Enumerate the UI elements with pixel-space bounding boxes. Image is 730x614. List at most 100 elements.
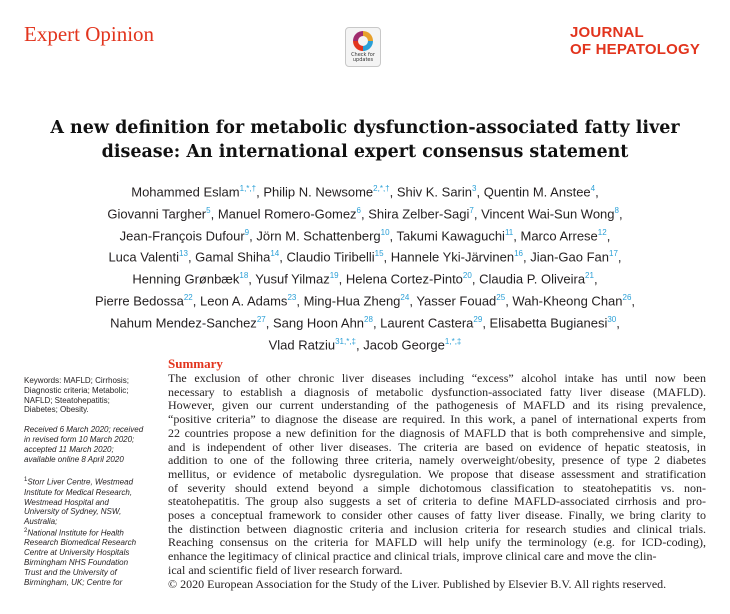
summary-line: © 2020 European Association for the Stud… bbox=[168, 576, 667, 591]
author-affiliation-ref[interactable]: 18 bbox=[239, 271, 249, 281]
author-name[interactable]: Jörn M. Schattenberg bbox=[256, 227, 381, 243]
affiliation-text: Storr Liver Centre, Westmead bbox=[27, 478, 134, 488]
author-affiliation-ref[interactable]: 19 bbox=[329, 271, 339, 281]
author-name[interactable]: Shiv K. Sarin bbox=[396, 184, 473, 200]
author-affiliation-ref[interactable]: 1,*,† bbox=[239, 184, 257, 193]
author-name[interactable]: Helena Cortez-Pinto bbox=[345, 271, 463, 287]
author-name[interactable]: Claudio Tiribelli bbox=[286, 249, 375, 265]
crossmark-icon bbox=[353, 31, 373, 51]
affiliation-line: Trust and the University of bbox=[24, 567, 117, 577]
author-affiliation-ref[interactable]: 30 bbox=[607, 314, 617, 324]
summary-line: The exclusion of other chronic liver dis… bbox=[168, 371, 706, 385]
badge-line-1: Check for bbox=[351, 52, 375, 58]
affiliation-line: Centre at University Hospitals bbox=[24, 548, 130, 558]
summary-line: Reaching consensus on the criteria for M… bbox=[168, 535, 706, 550]
author-name[interactable]: Pierre Bedossa bbox=[94, 293, 184, 309]
author-line: Pierre Bedossa22, Leon A. Adams23, Ming-… bbox=[94, 293, 636, 309]
summary-line: and is independent of other liver diseas… bbox=[168, 439, 706, 454]
author-name[interactable]: Jean-François Dufour bbox=[119, 227, 245, 243]
affiliation-line: Birmingham NHS Foundation bbox=[24, 558, 129, 568]
author-affiliation-ref[interactable]: 10 bbox=[380, 227, 390, 237]
author-affiliation-ref[interactable]: 13 bbox=[179, 249, 188, 259]
author-name[interactable]: Gamal Shiha bbox=[195, 249, 271, 265]
author-affiliation-ref[interactable]: 8 bbox=[614, 205, 619, 215]
summary-line: the distinction between diagnostic crite… bbox=[168, 521, 706, 536]
author-name[interactable]: Laurent Castera bbox=[380, 315, 474, 331]
keywords-line: Diagnostic criteria; Metabolic; bbox=[24, 385, 129, 395]
author-name[interactable]: Mohammed Eslam bbox=[131, 184, 240, 200]
author-affiliation-ref[interactable]: 16 bbox=[514, 249, 524, 259]
author-name[interactable]: Ming-Hua Zheng bbox=[303, 293, 401, 309]
title-line-2: disease: An international expert consens… bbox=[101, 142, 629, 162]
journal-name-line-2: OF HEPATOLOGY bbox=[570, 41, 701, 58]
check-for-updates-badge[interactable]: Check for updates bbox=[345, 27, 381, 67]
author-affiliation-ref[interactable]: 3 bbox=[472, 184, 477, 193]
author-name[interactable]: Leon A. Adams bbox=[199, 293, 288, 309]
dates-line: available online 8 April 2020 bbox=[24, 454, 124, 464]
affiliation-line: 1Storr Liver Centre, Westmead bbox=[24, 476, 152, 487]
author-name[interactable]: Hannele Yki-Järvinen bbox=[390, 249, 515, 265]
author-affiliation-ref[interactable]: 20 bbox=[462, 271, 472, 281]
journal-name-line-1: JOURNAL bbox=[570, 24, 644, 41]
author-affiliation-ref[interactable]: 11 bbox=[504, 227, 514, 237]
summary-line: “positive criteria” to diagnose the dise… bbox=[168, 412, 706, 427]
affiliation-text: National Institute for Health bbox=[27, 528, 124, 538]
author-affiliation-ref[interactable]: 12 bbox=[597, 227, 607, 237]
author-name[interactable]: Vincent Wai-Sun Wong bbox=[481, 206, 615, 222]
author-affiliation-ref[interactable]: 17 bbox=[609, 249, 618, 259]
author-affiliation-ref[interactable]: 14 bbox=[270, 249, 280, 259]
journal-logo: JOURNAL OF HEPATOLOGY bbox=[570, 24, 720, 58]
affiliation-line: Birmingham, UK; Centre for bbox=[24, 577, 123, 587]
author-list: Mohammed Eslam1,*,†, Philip N. Newsome2,… bbox=[40, 180, 690, 355]
author-name[interactable]: Manuel Romero-Gomez bbox=[217, 206, 357, 222]
author-name[interactable]: Quentin M. Anstee bbox=[483, 184, 591, 200]
author-name[interactable]: Elisabetta Bugianesi bbox=[489, 315, 608, 331]
author-affiliation-ref[interactable]: 28 bbox=[364, 314, 373, 324]
author-affiliation-ref[interactable]: 24 bbox=[400, 293, 410, 303]
author-name[interactable]: Luca Valenti bbox=[108, 249, 180, 265]
author-affiliation-ref[interactable]: 7 bbox=[469, 205, 474, 215]
author-name[interactable]: Jacob George bbox=[363, 337, 445, 353]
author-name[interactable]: Giovanni Targher bbox=[107, 206, 207, 222]
author-name[interactable]: Yusuf Yilmaz bbox=[255, 271, 330, 287]
keywords-line: NAFLD; Steatohepatitis; bbox=[24, 395, 110, 405]
affiliation-line: 2National Institute for Health bbox=[24, 527, 152, 538]
keywords-line: Diabetes; Obesity. bbox=[24, 405, 89, 415]
author-line: Jean-François Dufour9, Jörn M. Schattenb… bbox=[119, 227, 611, 243]
author-affiliation-ref[interactable]: 22 bbox=[183, 293, 193, 303]
author-affiliation-ref[interactable]: 21 bbox=[585, 271, 594, 281]
author-affiliation-ref[interactable]: 4 bbox=[590, 184, 596, 193]
dates-line: in revised form 10 March 2020; bbox=[24, 434, 135, 444]
author-name[interactable]: Henning Grønbæk bbox=[132, 271, 240, 287]
author-name[interactable]: Nahum Mendez-Sanchez bbox=[110, 315, 257, 331]
author-name[interactable]: Marco Arrese bbox=[520, 227, 598, 243]
author-affiliation-ref[interactable]: 26 bbox=[622, 293, 632, 303]
author-affiliation-ref[interactable]: 1,*,‡ bbox=[444, 336, 462, 346]
author-affiliation-ref[interactable]: 27 bbox=[256, 314, 266, 324]
author-line: Vlad Ratziu31,*,‡, Jacob George1,*,‡ bbox=[268, 336, 462, 353]
summary-line: necessary to establish a diagnosis of me… bbox=[168, 384, 706, 399]
author-name[interactable]: Vlad Ratziu bbox=[268, 337, 336, 353]
author-affiliation-ref[interactable]: 9 bbox=[244, 227, 250, 237]
author-name[interactable]: Yasser Fouad bbox=[416, 293, 497, 309]
author-affiliation-ref[interactable]: 6 bbox=[356, 205, 361, 215]
author-name[interactable]: Wah-Kheong Chan bbox=[512, 293, 623, 309]
article-title: A new definition for metabolic dysfuncti… bbox=[20, 116, 710, 164]
author-name[interactable]: Sang Hoon Ahn bbox=[272, 315, 365, 331]
author-name[interactable]: Philip N. Newsome bbox=[263, 184, 374, 200]
author-affiliation-ref[interactable]: 5 bbox=[206, 205, 211, 215]
author-affiliation-ref[interactable]: 29 bbox=[473, 314, 483, 324]
author-name[interactable]: Jian-Gao Fan bbox=[530, 249, 610, 265]
author-name[interactable]: Claudia P. Oliveira bbox=[479, 271, 586, 287]
author-name[interactable]: Takumi Kawaguchi bbox=[396, 227, 505, 243]
author-affiliation-ref[interactable]: 31,*,‡ bbox=[335, 336, 356, 346]
author-affiliation-ref[interactable]: 2,*,† bbox=[373, 184, 390, 193]
author-affiliation-ref[interactable]: 25 bbox=[496, 293, 506, 303]
summary-body: The exclusion of other chronic liver dis… bbox=[168, 371, 706, 591]
author-name[interactable]: Shira Zelber-Sagi bbox=[368, 206, 470, 222]
author-line: Henning Grønbæk18, Yusuf Yilmaz19, Helen… bbox=[132, 271, 598, 287]
author-affiliation-ref[interactable]: 15 bbox=[374, 249, 384, 259]
summary-line: addition to one of the following three c… bbox=[168, 453, 706, 468]
summary-heading: Summary bbox=[168, 356, 223, 371]
author-affiliation-ref[interactable]: 23 bbox=[287, 293, 297, 303]
